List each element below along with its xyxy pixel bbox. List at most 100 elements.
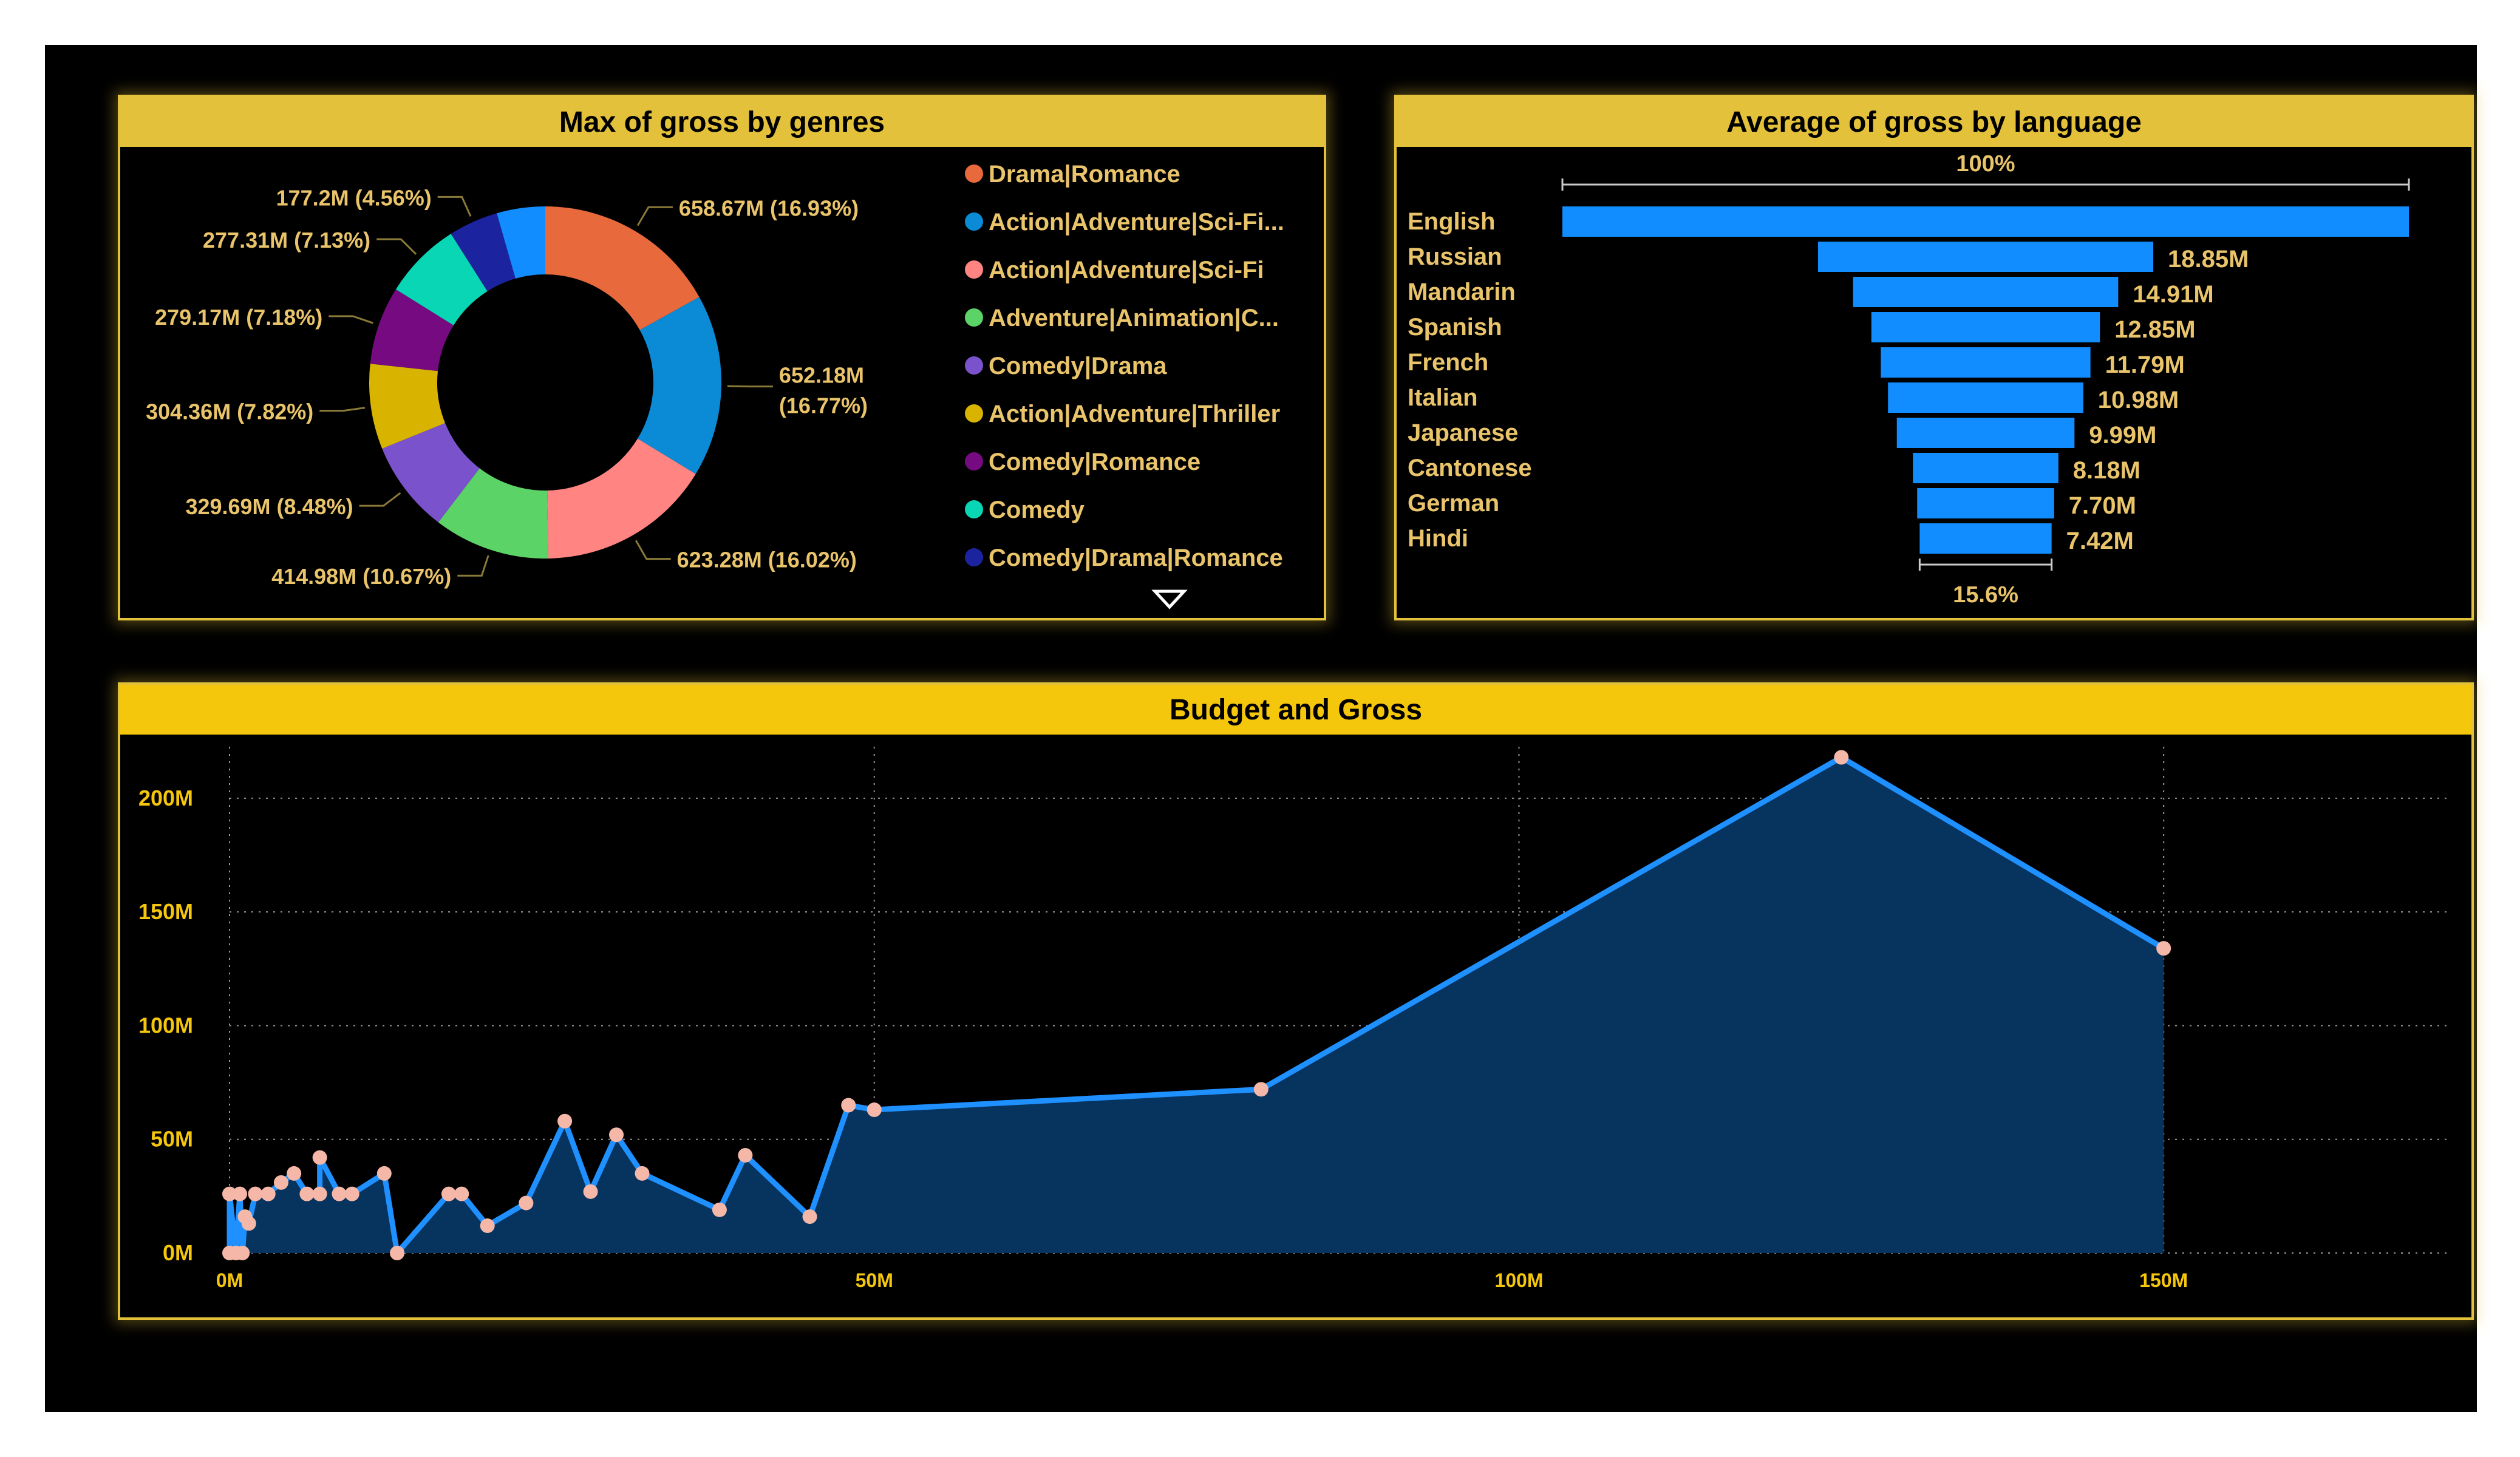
funnel-value-label: 9.99M — [2089, 422, 2156, 449]
legend-label[interactable]: Action|Adventure|Sci-Fi... — [989, 209, 1284, 236]
donut-data-label: 623.28M (16.02%) — [677, 548, 857, 572]
donut-slice[interactable] — [497, 206, 545, 279]
data-point[interactable] — [248, 1186, 263, 1201]
data-point[interactable] — [232, 1186, 247, 1201]
y-tick-label: 150M — [138, 899, 193, 924]
legend-label[interactable]: Adventure|Animation|C... — [989, 305, 1279, 331]
donut-slice[interactable] — [638, 297, 721, 474]
data-point[interactable] — [867, 1102, 882, 1118]
data-point[interactable] — [344, 1186, 359, 1201]
funnel-value-label: 14.91M — [2133, 281, 2213, 308]
data-point[interactable] — [583, 1184, 598, 1199]
data-point[interactable] — [480, 1218, 495, 1234]
legend-label[interactable]: Action|Adventure|Thriller — [989, 401, 1280, 427]
donut-leader-line — [457, 555, 489, 577]
funnel-bar[interactable] — [1562, 206, 2409, 237]
donut-data-label: 279.17M (7.18%) — [155, 305, 322, 330]
funnel-bottom-percent: 15.6% — [1953, 582, 2018, 608]
donut-slice[interactable] — [370, 289, 454, 372]
donut-slice[interactable] — [545, 206, 700, 330]
data-point[interactable] — [222, 1186, 237, 1201]
y-tick-label: 100M — [138, 1013, 193, 1038]
legend-label[interactable]: Comedy|Drama|Romance — [989, 545, 1283, 571]
funnel-bar[interactable] — [1896, 418, 2075, 448]
area-fill — [230, 757, 2164, 1253]
funnel-bar[interactable] — [1919, 523, 2052, 554]
funnel-bar[interactable] — [1888, 382, 2083, 413]
x-tick-label: 50M — [856, 1269, 893, 1291]
data-point[interactable] — [519, 1195, 534, 1211]
funnel-value-label: 11.79M — [2105, 352, 2185, 378]
data-point[interactable] — [390, 1246, 405, 1260]
data-point[interactable] — [712, 1202, 727, 1217]
legend-marker — [965, 165, 983, 183]
legend-marker — [965, 308, 983, 327]
donut-data-label: 652.18M (16.77%) — [779, 363, 868, 418]
legend-marker — [965, 500, 983, 518]
data-point[interactable] — [609, 1127, 624, 1143]
funnel-category-label: Japanese — [1408, 419, 1518, 446]
funnel-category-label: German — [1408, 490, 1499, 517]
funnel-bar[interactable] — [1817, 242, 2154, 272]
data-point[interactable] — [557, 1113, 573, 1129]
data-point[interactable] — [441, 1186, 456, 1201]
data-point[interactable] — [635, 1166, 650, 1181]
donut-leader-line — [319, 407, 366, 412]
legend-label[interactable]: Drama|Romance — [989, 161, 1180, 188]
donut-leader-line — [635, 540, 671, 560]
funnel-value-label: 12.85M — [2114, 316, 2195, 343]
data-point[interactable] — [299, 1186, 315, 1201]
funnel-category-label: Mandarin — [1408, 279, 1516, 305]
data-point[interactable] — [454, 1186, 469, 1201]
donut-slice[interactable] — [382, 423, 480, 523]
donut-slice[interactable] — [547, 438, 696, 559]
legend-scroll-down-icon[interactable] — [1151, 588, 1188, 612]
data-point[interactable] — [802, 1209, 817, 1224]
data-point[interactable] — [312, 1186, 327, 1201]
data-point[interactable] — [273, 1175, 288, 1190]
data-point[interactable] — [2156, 941, 2171, 956]
donut-data-label: 277.31M (7.13%) — [203, 228, 370, 253]
donut-slice[interactable] — [438, 468, 549, 559]
data-point[interactable] — [332, 1186, 347, 1201]
donut-slice[interactable] — [451, 213, 516, 291]
data-point[interactable] — [261, 1186, 276, 1201]
donut-slice[interactable] — [369, 364, 446, 449]
dashboard-canvas: Max of gross by genres 658.67M (16.93%) 6… — [45, 45, 2477, 1412]
funnel-bar[interactable] — [1871, 312, 2100, 342]
funnel-bar[interactable] — [1917, 488, 2054, 518]
data-point[interactable] — [312, 1150, 327, 1165]
data-point[interactable] — [287, 1166, 302, 1181]
legend-marker — [965, 452, 983, 470]
data-point[interactable] — [376, 1166, 392, 1181]
donut-leader-line — [376, 238, 417, 255]
funnel-bar[interactable] — [1853, 277, 2119, 307]
data-point[interactable] — [1834, 750, 1849, 765]
data-point[interactable] — [241, 1216, 256, 1231]
budget-gross-title: Budget and Gross — [120, 685, 2471, 735]
data-point[interactable] — [841, 1098, 856, 1113]
language-funnel-chart: 100% English Russian 18.85M Mandarin 14.91M Sp… — [1408, 151, 2410, 608]
legend-label[interactable]: Comedy|Romance — [989, 449, 1200, 475]
x-tick-label: 150M — [2139, 1269, 2188, 1291]
legend-label[interactable]: Comedy — [989, 497, 1085, 523]
funnel-value-label: 7.70M — [2069, 492, 2136, 519]
data-point[interactable] — [1253, 1082, 1269, 1097]
donut-leader-line — [727, 385, 773, 388]
legend-label[interactable]: Comedy|Drama — [989, 353, 1167, 379]
funnel-bar[interactable] — [1913, 453, 2059, 483]
legend-marker — [965, 548, 983, 566]
funnel-bar[interactable] — [1881, 347, 2091, 378]
y-tick-label: 0M — [163, 1240, 193, 1265]
y-tick-label: 50M — [151, 1127, 193, 1152]
donut-data-label: 304.36M (7.82%) — [146, 399, 313, 424]
genres-panel: Max of gross by genres 658.67M (16.93%) 6… — [118, 95, 1326, 620]
donut-data-label: 414.98M (10.67%) — [271, 564, 451, 589]
legend-marker — [965, 356, 983, 375]
data-point[interactable] — [235, 1246, 250, 1260]
data-point[interactable] — [738, 1147, 753, 1163]
language-title: Average of gross by language — [1397, 97, 2471, 147]
donut-slice[interactable] — [395, 234, 488, 325]
genres-title: Max of gross by genres — [120, 97, 1324, 147]
legend-label[interactable]: Action|Adventure|Sci-Fi — [989, 257, 1264, 284]
